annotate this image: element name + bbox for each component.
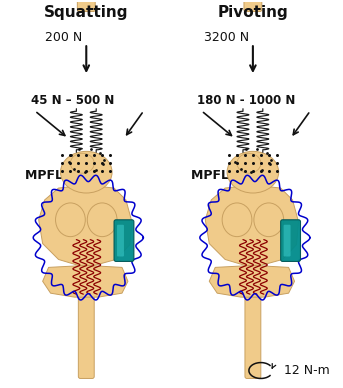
Text: 45 N – 500 N: 45 N – 500 N [31,94,114,107]
Ellipse shape [70,153,94,173]
FancyBboxPatch shape [245,277,261,378]
Text: 200 N: 200 N [45,31,82,44]
Ellipse shape [254,203,284,237]
FancyBboxPatch shape [114,220,134,262]
Text: 12 N-m: 12 N-m [276,364,329,377]
Text: 180 N - 1000 N: 180 N - 1000 N [197,94,296,107]
Text: Pivoting: Pivoting [217,5,288,19]
Ellipse shape [60,151,112,193]
Polygon shape [39,185,132,265]
Polygon shape [43,265,128,297]
Ellipse shape [87,203,117,237]
Text: Squatting: Squatting [44,5,129,19]
FancyBboxPatch shape [117,225,124,256]
Text: 3200 N: 3200 N [204,31,249,44]
Ellipse shape [227,151,279,193]
FancyBboxPatch shape [244,0,262,12]
FancyBboxPatch shape [78,277,94,378]
Ellipse shape [237,153,261,173]
Polygon shape [209,265,295,297]
Text: MPFL graft: MPFL graft [25,169,102,182]
Ellipse shape [222,203,252,237]
FancyBboxPatch shape [78,0,95,12]
FancyBboxPatch shape [284,225,291,256]
Polygon shape [205,185,298,265]
FancyBboxPatch shape [281,220,300,262]
Ellipse shape [56,203,85,237]
Text: MPFL graft: MPFL graft [191,169,269,182]
